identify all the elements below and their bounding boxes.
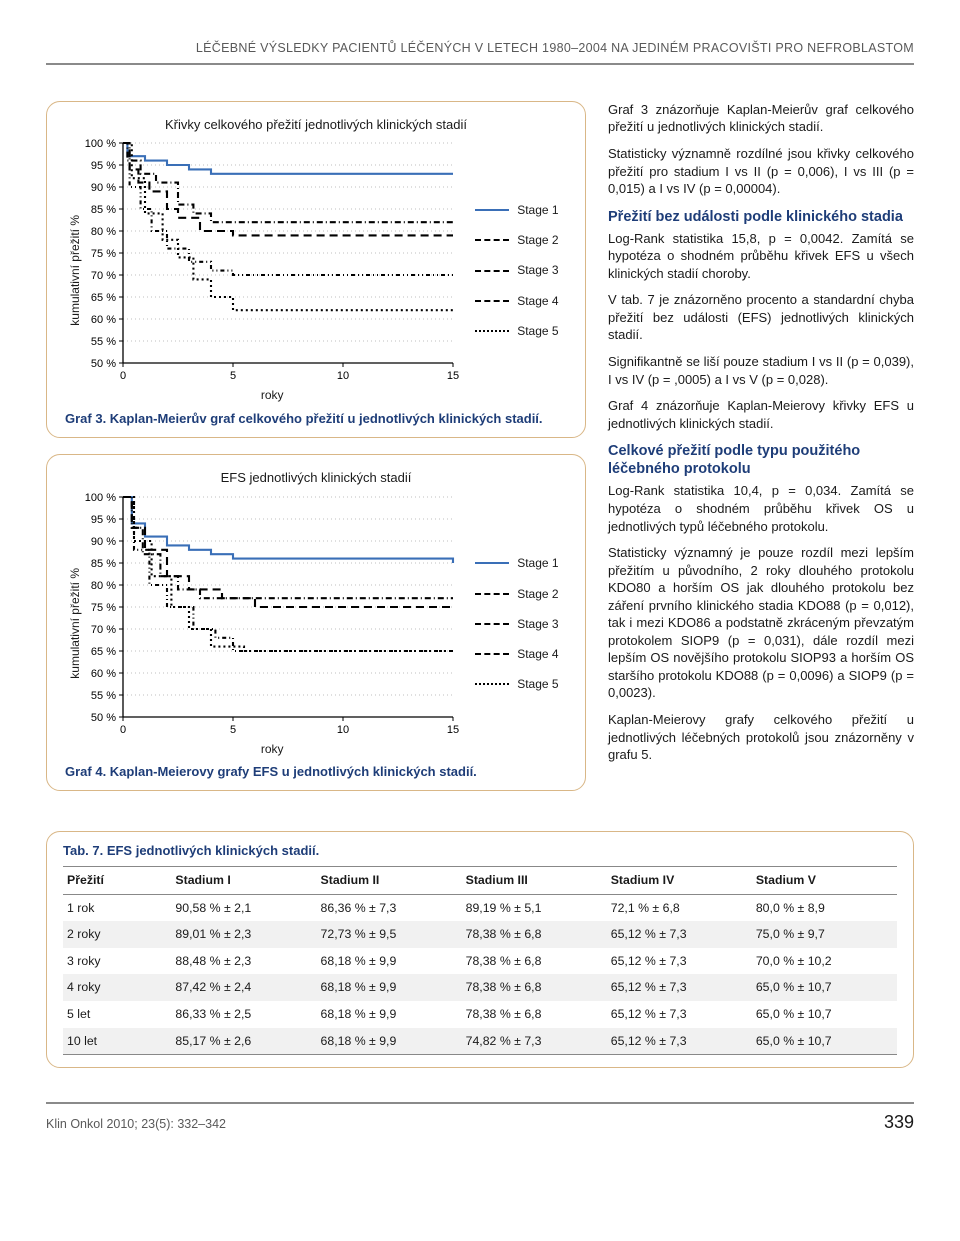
para: Log-Rank statistika 10,4, p = 0,034. Zam…	[608, 482, 914, 535]
table-col-header: Stadium III	[462, 866, 607, 894]
svg-text:10: 10	[337, 370, 349, 382]
para: Log-Rank statistika 15,8, p = 0,0042. Za…	[608, 230, 914, 283]
legend-item: Stage 3	[475, 262, 558, 278]
svg-text:100 %: 100 %	[85, 492, 116, 504]
table-row: 10 let85,17 % ± 2,668,18 % ± 9,974,82 % …	[63, 1028, 897, 1055]
svg-text:85 %: 85 %	[91, 204, 116, 216]
para: Kaplan-Meierovy grafy celkového přežití …	[608, 711, 914, 764]
legend-item: Stage 4	[475, 646, 558, 662]
table-row: 5 let86,33 % ± 2,568,18 % ± 9,978,38 % ±…	[63, 1001, 897, 1028]
para: Graf 4 znázorňuje Kaplan-Meierovy křivky…	[608, 397, 914, 432]
chart3-title: Křivky celkového přežití jednotlivých kl…	[65, 116, 567, 134]
svg-text:55 %: 55 %	[91, 690, 116, 702]
svg-text:50 %: 50 %	[91, 712, 116, 724]
table-col-header: Stadium I	[171, 866, 316, 894]
svg-text:70 %: 70 %	[91, 624, 116, 636]
legend-item: Stage 2	[475, 232, 558, 248]
chart4-plot: 50 % 55 % 60 % 65 % 70 % 75 % 80 % 85 % 90 % 95 %…	[83, 491, 461, 739]
svg-text:65 %: 65 %	[91, 292, 116, 304]
svg-text:15: 15	[447, 370, 459, 382]
svg-text:100 %: 100 %	[85, 138, 116, 150]
legend-item: Stage 1	[475, 202, 558, 218]
heading-os: Celkové přežití podle typu použitého léč…	[608, 442, 914, 478]
footer-page-number: 339	[884, 1110, 914, 1134]
legend-item: Stage 5	[475, 323, 558, 339]
figure-4-card: EFS jednotlivých klinických stadií kumul…	[46, 454, 586, 791]
chart4-caption: Graf 4. Kaplan-Meierovy grafy EFS u jedn…	[65, 763, 567, 781]
footer-ref: Klin Onkol 2010; 23(5): 332–342	[46, 1116, 226, 1133]
chart4-xlabel: roky	[83, 741, 461, 757]
table7-card: Tab. 7. EFS jednotlivých klinických stad…	[46, 831, 914, 1068]
chart4-title: EFS jednotlivých klinických stadií	[65, 469, 567, 487]
legend-item: Stage 5	[475, 676, 558, 692]
para: Statisticky významný je pouze rozdíl mez…	[608, 544, 914, 702]
svg-text:85 %: 85 %	[91, 558, 116, 570]
heading-efs: Přežití bez události podle klinického st…	[608, 208, 914, 226]
table-col-header: Přežití	[63, 866, 171, 894]
svg-text:70 %: 70 %	[91, 270, 116, 282]
table-col-header: Stadium IV	[607, 866, 752, 894]
svg-text:90 %: 90 %	[91, 182, 116, 194]
svg-text:5: 5	[230, 724, 236, 736]
body-text-column: Graf 3 znázorňuje Kaplan-Meierův graf ce…	[608, 101, 914, 808]
table7-title: Tab. 7. EFS jednotlivých klinických stad…	[63, 842, 897, 860]
chart3-caption: Graf 3. Kaplan-Meierův graf celkového př…	[65, 410, 567, 428]
svg-text:60 %: 60 %	[91, 314, 116, 326]
svg-text:95 %: 95 %	[91, 160, 116, 172]
table-row: 4 roky87,42 % ± 2,468,18 % ± 9,978,38 % …	[63, 974, 897, 1001]
table-row: 1 rok90,58 % ± 2,186,36 % ± 7,389,19 % ±…	[63, 894, 897, 921]
table-row: 2 roky89,01 % ± 2,372,73 % ± 9,578,38 % …	[63, 921, 897, 948]
legend-item: Stage 1	[475, 555, 558, 571]
running-head: LÉČEBNÉ VÝSLEDKY PACIENTŮ LÉČENÝCH V LET…	[46, 40, 914, 65]
svg-text:15: 15	[447, 724, 459, 736]
svg-text:0: 0	[120, 724, 126, 736]
chart3-plot: 50 % 55 % 60 % 65 % 70 % 75 % 80 % 85 % 90 % 95 %…	[83, 137, 461, 385]
para: V tab. 7 je znázorněno procento a standa…	[608, 291, 914, 344]
page-footer: Klin Onkol 2010; 23(5): 332–342 339	[46, 1102, 914, 1134]
chart4-ylabel: kumulativní přežití %	[65, 568, 83, 679]
chart3-xlabel: roky	[83, 387, 461, 403]
table-col-header: Stadium V	[752, 866, 897, 894]
table7: PřežitíStadium IStadium IIStadium IIISta…	[63, 866, 897, 1055]
svg-text:10: 10	[337, 724, 349, 736]
svg-text:75 %: 75 %	[91, 248, 116, 260]
svg-text:60 %: 60 %	[91, 668, 116, 680]
legend-item: Stage 2	[475, 586, 558, 602]
chart3-legend: Stage 1 Stage 2 Stage 3 Stage 4 Stage 5	[461, 137, 558, 403]
legend-item: Stage 3	[475, 616, 558, 632]
para: Statisticky významně rozdílné jsou křivk…	[608, 145, 914, 198]
legend-item: Stage 4	[475, 293, 558, 309]
svg-text:90 %: 90 %	[91, 536, 116, 548]
svg-text:75 %: 75 %	[91, 602, 116, 614]
table-row: 3 roky88,48 % ± 2,368,18 % ± 9,978,38 % …	[63, 948, 897, 975]
svg-text:65 %: 65 %	[91, 646, 116, 658]
svg-text:50 %: 50 %	[91, 358, 116, 370]
para: Signifikantně se liší pouze stadium I vs…	[608, 353, 914, 388]
chart4-legend: Stage 1 Stage 2 Stage 3 Stage 4 Stage 5	[461, 491, 558, 757]
svg-text:80 %: 80 %	[91, 226, 116, 238]
para: Graf 3 znázorňuje Kaplan-Meierův graf ce…	[608, 101, 914, 136]
chart3-ylabel: kumulativní přežití %	[65, 215, 83, 326]
svg-text:80 %: 80 %	[91, 580, 116, 592]
svg-text:5: 5	[230, 370, 236, 382]
table-col-header: Stadium II	[317, 866, 462, 894]
svg-text:95 %: 95 %	[91, 514, 116, 526]
svg-text:0: 0	[120, 370, 126, 382]
svg-text:55 %: 55 %	[91, 336, 116, 348]
figure-3-card: Křivky celkového přežití jednotlivých kl…	[46, 101, 586, 438]
